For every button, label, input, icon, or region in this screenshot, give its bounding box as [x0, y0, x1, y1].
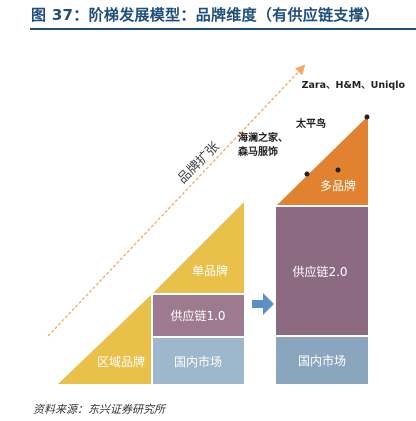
brand-expansion-arrow — [47, 64, 306, 337]
left-domestic-market-label: 国内市场 — [174, 354, 222, 369]
brand-expansion-label: 品牌扩张 — [175, 139, 223, 187]
right-multi-brand-block — [276, 116, 368, 206]
left-regional-brand-label: 区域品牌 — [97, 355, 145, 369]
annotation-low-brand-line2: 森马服饰 — [237, 145, 278, 158]
right-supply-chain-block — [276, 206, 368, 336]
left-supply-chain-block — [152, 294, 244, 337]
left-regional-brand-block — [58, 294, 152, 384]
source-note: 资料来源：东兴证券研究所 — [33, 403, 165, 416]
right-multi-brand-label: 多品牌 — [320, 179, 356, 193]
annotation-mid-brand: 太平鸟 — [295, 117, 326, 130]
left-single-brand-block — [152, 202, 244, 294]
marker-dot-low — [304, 171, 310, 177]
transition-block-arrow — [252, 293, 274, 315]
title-underline — [30, 28, 416, 30]
left-supply-chain-label: 供应链1.0 — [170, 308, 225, 323]
marker-dot-top — [364, 114, 370, 120]
left-single-brand-label: 单品牌 — [192, 264, 228, 278]
figure-title: 图 37：阶梯发展模型：品牌维度（有供应链支撑） — [31, 6, 380, 24]
annotation-low-brand-line1: 海澜之家、 — [238, 131, 288, 144]
left-domestic-market-block — [152, 337, 244, 384]
right-domestic-market-label: 国内市场 — [298, 353, 346, 368]
right-domestic-market-block — [276, 336, 368, 384]
right-supply-chain-label: 供应链2.0 — [292, 264, 347, 279]
annotation-top-brands: Zara、H&M、Uniqlo — [302, 80, 406, 91]
marker-dot-mid — [335, 167, 341, 173]
